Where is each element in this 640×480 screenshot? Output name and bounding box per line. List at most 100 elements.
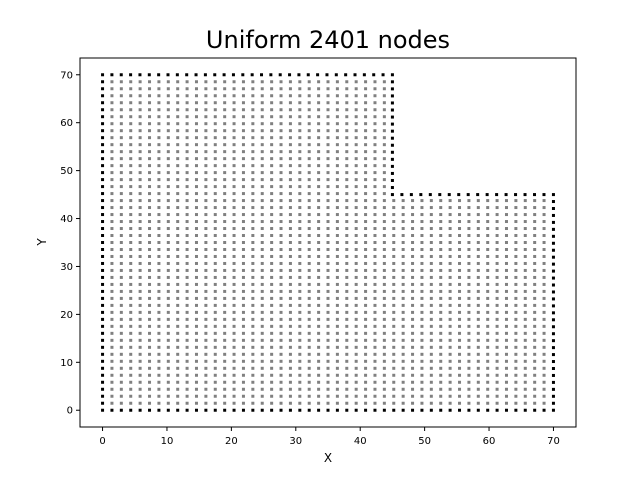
interior-node: [392, 227, 396, 231]
interior-node: [260, 247, 264, 251]
interior-node: [317, 94, 321, 98]
interior-node: [119, 359, 123, 363]
interior-node: [241, 192, 245, 196]
interior-node: [232, 247, 236, 251]
boundary-node: [260, 73, 264, 77]
interior-node: [148, 352, 152, 356]
interior-node: [458, 373, 462, 377]
interior-node: [251, 247, 255, 251]
interior-node: [533, 234, 537, 238]
interior-node: [129, 380, 133, 384]
boundary-node: [129, 73, 133, 77]
interior-node: [288, 338, 292, 342]
x-tick-label: 50: [418, 436, 431, 447]
interior-node: [213, 192, 217, 196]
interior-node: [448, 331, 452, 335]
interior-node: [382, 136, 386, 140]
interior-node: [241, 80, 245, 84]
interior-node: [157, 178, 161, 182]
interior-node: [157, 282, 161, 286]
interior-node: [148, 296, 152, 300]
boundary-node: [372, 73, 376, 77]
interior-node: [317, 199, 321, 203]
interior-node: [138, 213, 142, 217]
interior-node: [213, 359, 217, 363]
interior-node: [157, 366, 161, 370]
interior-node: [119, 227, 123, 231]
boundary-node: [101, 401, 105, 405]
interior-node: [232, 324, 236, 328]
interior-node: [542, 359, 546, 363]
interior-node: [495, 401, 499, 405]
interior-node: [533, 213, 537, 217]
interior-node: [138, 185, 142, 189]
interior-node: [241, 317, 245, 321]
interior-node: [514, 401, 518, 405]
boundary-node: [523, 408, 527, 412]
interior-node: [213, 373, 217, 377]
interior-node: [241, 296, 245, 300]
interior-node: [326, 275, 330, 279]
interior-node: [148, 213, 152, 217]
interior-node: [420, 282, 424, 286]
interior-node: [335, 282, 339, 286]
interior-node: [185, 199, 189, 203]
interior-node: [392, 199, 396, 203]
interior-node: [382, 80, 386, 84]
interior-node: [486, 303, 490, 307]
interior-node: [504, 380, 508, 384]
interior-node: [317, 324, 321, 328]
interior-node: [542, 227, 546, 231]
interior-node: [401, 234, 405, 238]
interior-node: [429, 289, 433, 293]
boundary-node: [101, 206, 105, 210]
x-axis-ticks: 0 10 20 30 40 50 60 70: [99, 427, 560, 447]
interior-node: [354, 296, 358, 300]
interior-node: [411, 352, 415, 356]
interior-node: [204, 317, 208, 321]
interior-node: [260, 199, 264, 203]
interior-node: [307, 352, 311, 356]
interior-node: [354, 317, 358, 321]
interior-node: [439, 345, 443, 349]
interior-node: [317, 366, 321, 370]
interior-node: [373, 401, 377, 405]
interior-node: [166, 366, 170, 370]
interior-node: [157, 254, 161, 258]
interior-node: [476, 387, 480, 391]
boundary-node: [203, 73, 207, 77]
interior-node: [157, 87, 161, 91]
interior-node: [251, 359, 255, 363]
interior-node: [251, 275, 255, 279]
interior-node: [476, 227, 480, 231]
interior-node: [138, 387, 142, 391]
boundary-node: [232, 408, 236, 412]
x-tick-label: 40: [354, 436, 367, 447]
boundary-node: [551, 380, 555, 384]
boundary-node: [101, 247, 105, 251]
interior-node: [401, 199, 405, 203]
interior-node: [476, 254, 480, 258]
interior-node: [317, 150, 321, 154]
interior-node: [476, 213, 480, 217]
interior-node: [129, 331, 133, 335]
interior-node: [119, 199, 123, 203]
interior-node: [279, 234, 283, 238]
interior-node: [523, 331, 527, 335]
interior-node: [279, 150, 283, 154]
interior-node: [448, 394, 452, 398]
interior-node: [542, 338, 546, 342]
interior-node: [364, 241, 368, 244]
interior-node: [467, 206, 471, 210]
interior-node: [148, 303, 152, 307]
interior-node: [354, 401, 358, 405]
interior-node: [232, 366, 236, 370]
interior-node: [335, 199, 339, 203]
interior-node: [411, 380, 415, 384]
interior-node: [110, 275, 114, 279]
interior-node: [335, 80, 339, 84]
interior-node: [298, 359, 302, 363]
interior-node: [166, 261, 170, 265]
interior-node: [326, 352, 330, 356]
interior-node: [514, 366, 518, 370]
